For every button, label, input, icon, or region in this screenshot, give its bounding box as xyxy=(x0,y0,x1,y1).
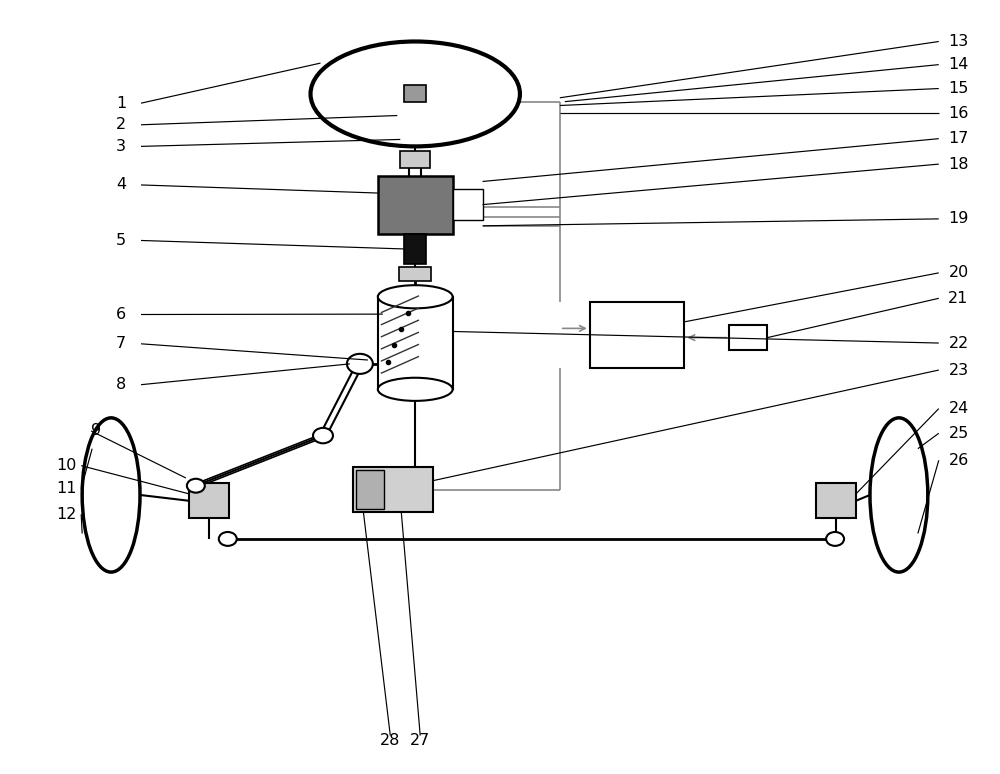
Bar xyxy=(353,467,433,512)
Text: 23: 23 xyxy=(949,362,969,378)
Bar xyxy=(729,325,767,350)
Text: 18: 18 xyxy=(948,156,969,172)
Ellipse shape xyxy=(870,418,928,572)
Bar xyxy=(404,85,426,102)
Bar xyxy=(378,296,453,389)
Bar xyxy=(189,484,229,518)
Text: 17: 17 xyxy=(948,131,969,146)
Text: 2: 2 xyxy=(116,118,126,132)
Ellipse shape xyxy=(378,285,453,308)
Bar xyxy=(816,484,856,518)
Text: 16: 16 xyxy=(948,106,969,121)
Text: 6: 6 xyxy=(116,307,126,322)
Text: 3: 3 xyxy=(116,139,126,154)
Text: 28: 28 xyxy=(380,733,400,748)
Text: 4: 4 xyxy=(116,177,126,193)
Circle shape xyxy=(313,428,333,444)
Text: 9: 9 xyxy=(91,423,101,438)
Text: 26: 26 xyxy=(948,453,969,467)
Text: 5: 5 xyxy=(116,233,126,248)
Text: 10: 10 xyxy=(56,458,77,473)
Text: 24: 24 xyxy=(948,401,969,416)
Text: 20: 20 xyxy=(948,265,969,280)
Bar xyxy=(397,108,433,132)
Text: 22: 22 xyxy=(948,336,969,351)
Ellipse shape xyxy=(82,418,140,572)
Circle shape xyxy=(187,479,205,493)
Bar xyxy=(453,189,483,220)
Circle shape xyxy=(347,354,373,374)
Bar xyxy=(590,302,684,368)
Bar xyxy=(399,268,431,281)
Bar xyxy=(404,234,426,265)
Text: 27: 27 xyxy=(410,733,430,748)
Circle shape xyxy=(826,532,844,546)
Text: 13: 13 xyxy=(948,34,969,49)
Text: 7: 7 xyxy=(116,337,126,351)
Text: 15: 15 xyxy=(948,81,969,96)
Text: 21: 21 xyxy=(948,291,969,306)
Ellipse shape xyxy=(311,42,520,146)
Text: 25: 25 xyxy=(948,426,969,440)
Bar xyxy=(378,176,453,234)
Ellipse shape xyxy=(378,378,453,401)
Text: 14: 14 xyxy=(948,57,969,72)
Text: 1: 1 xyxy=(116,96,126,111)
Circle shape xyxy=(219,532,237,546)
Bar xyxy=(356,471,384,509)
Text: 12: 12 xyxy=(56,507,77,522)
Bar xyxy=(400,151,430,168)
Text: 19: 19 xyxy=(948,211,969,226)
Text: 11: 11 xyxy=(56,481,77,496)
Text: 8: 8 xyxy=(116,377,126,392)
